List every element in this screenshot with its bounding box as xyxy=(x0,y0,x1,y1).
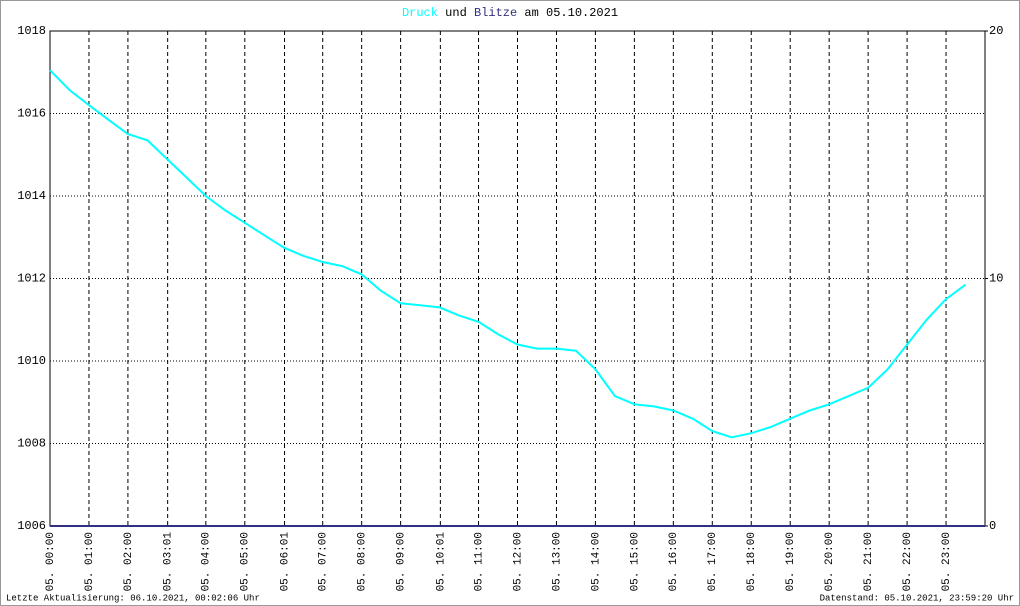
x-tick-label: 05. 13:00 xyxy=(551,532,563,591)
title-druck: Druck xyxy=(402,6,438,20)
y-tick-label: 1010 xyxy=(17,354,46,368)
x-tick-label: 05. 17:00 xyxy=(707,532,719,591)
x-tick-label: 05. 16:00 xyxy=(668,532,680,591)
x-tick-label: 05. 10:01 xyxy=(435,532,447,592)
x-tick-label: 05. 00:00 xyxy=(45,532,57,591)
x-tick-label: 05. 02:00 xyxy=(123,532,135,591)
y-tick-label: 1012 xyxy=(17,272,46,286)
x-tick-label: 05. 07:00 xyxy=(318,532,330,591)
series-line xyxy=(49,69,967,439)
x-tick-label: 05. 01:00 xyxy=(84,532,96,591)
x-tick-label: 05. 06:01 xyxy=(279,532,291,592)
y-tick-label: 1016 xyxy=(17,107,46,121)
x-tick-label: 05. 08:00 xyxy=(357,532,369,591)
y2-tick-label: 20 xyxy=(989,24,1003,38)
title-word: am 05.10.2021 xyxy=(524,6,618,20)
x-tick-label: 05. 03:01 xyxy=(163,532,175,592)
y2-tick-label: 0 xyxy=(989,519,996,533)
x-tick-label: 05. 11:00 xyxy=(473,532,485,591)
x-tick-label: 05. 18:00 xyxy=(746,532,758,591)
x-tick-label: 05. 05:00 xyxy=(240,532,252,591)
x-tick-label: 05. 21:00 xyxy=(863,532,875,591)
x-tick-label: 05. 15:00 xyxy=(629,532,641,591)
title-word: und xyxy=(445,6,467,20)
x-tick-label: 05. 20:00 xyxy=(824,532,836,591)
x-tick-label: 05. 19:00 xyxy=(785,532,797,591)
y2-tick-label: 10 xyxy=(989,272,1003,286)
x-tick-label: 05. 09:00 xyxy=(396,532,408,591)
x-tick-label: 05. 22:00 xyxy=(902,532,914,591)
y-tick-label: 1018 xyxy=(17,24,46,38)
footer-right: Datenstand: 05.10.2021, 23:59:20 Uhr xyxy=(820,593,1014,603)
footer-left: Letzte Aktualisierung: 06.10.2021, 00:02… xyxy=(6,593,260,603)
x-tick-label: 05. 14:00 xyxy=(590,532,602,591)
x-tick-label: 05. 23:00 xyxy=(941,532,953,591)
y-tick-label: 1008 xyxy=(17,437,46,451)
x-tick-label: 05. 12:00 xyxy=(512,532,524,591)
title-blitze: Blitze xyxy=(474,6,517,20)
y-tick-label: 1006 xyxy=(17,519,46,533)
chart-title: Druck und Blitze am 05.10.2021 xyxy=(402,6,618,20)
y-tick-label: 1014 xyxy=(17,189,46,203)
x-tick-label: 05. 04:00 xyxy=(201,532,213,591)
